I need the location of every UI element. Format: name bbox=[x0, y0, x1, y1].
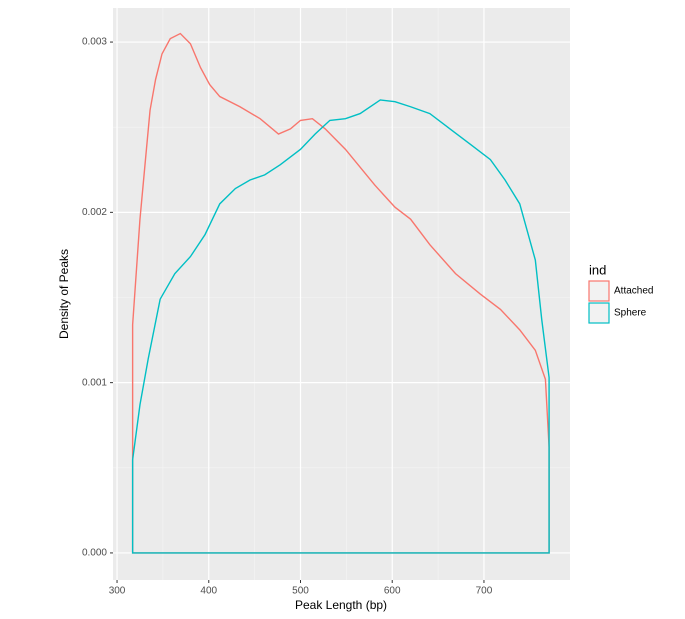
y-tick-label: 0.000 bbox=[82, 548, 107, 559]
x-tick-label: 300 bbox=[109, 586, 126, 597]
legend-key-bg bbox=[588, 280, 610, 302]
density-line bbox=[131, 99, 550, 554]
x-axis-title: Peak Length (bp) bbox=[295, 598, 387, 612]
x-tick-label: 700 bbox=[476, 586, 493, 597]
legend-label: Attached bbox=[614, 286, 653, 297]
x-tick-label: 500 bbox=[292, 586, 309, 597]
legend-label: Sphere bbox=[614, 308, 647, 319]
x-tick-label: 600 bbox=[384, 586, 401, 597]
panel bbox=[113, 8, 570, 580]
legend-key-bg bbox=[588, 302, 610, 324]
y-tick-label: 0.002 bbox=[82, 207, 107, 218]
y-tick-label: 0.001 bbox=[82, 377, 107, 388]
y-axis-title: Density of Peaks bbox=[57, 249, 71, 339]
y-tick-label: 0.003 bbox=[82, 37, 107, 48]
legend-title: ind bbox=[589, 262, 606, 277]
x-tick-label: 400 bbox=[200, 586, 217, 597]
density-line bbox=[131, 32, 550, 554]
